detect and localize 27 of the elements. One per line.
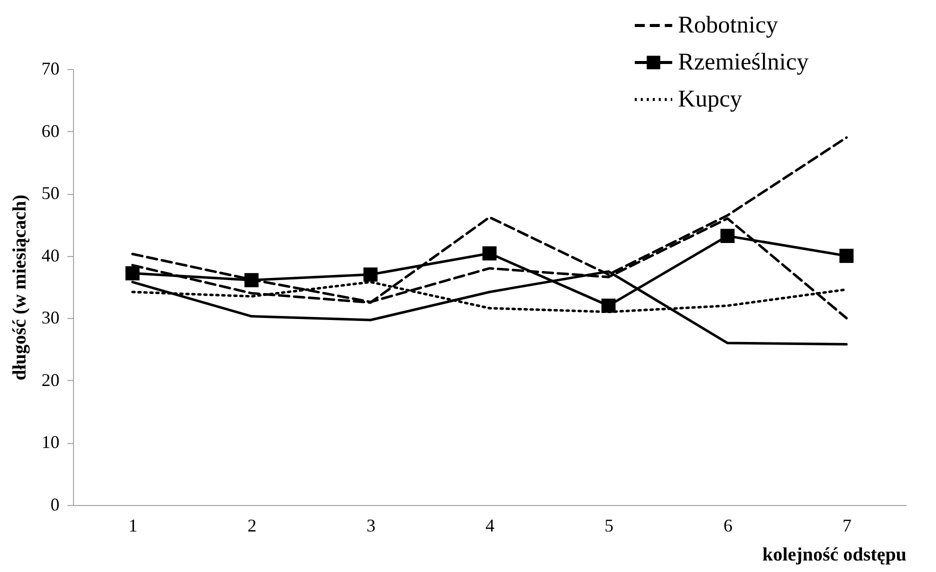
y-tick-label: 10 xyxy=(42,432,60,452)
y-axis-title: długość (w miesiącach) xyxy=(10,194,30,380)
y-tick-label: 40 xyxy=(42,245,60,266)
x-tick-label: 1 xyxy=(128,516,138,536)
x-tick-label: 3 xyxy=(366,516,376,536)
legend-label: Robotnicy xyxy=(678,12,778,38)
legend-label: Rzemieślnicy xyxy=(678,50,809,76)
legend-label: Kupcy xyxy=(678,86,742,112)
x-axis-title: kolejność odstępu xyxy=(762,544,907,566)
x-tick-label: 7 xyxy=(842,516,852,536)
x-tick-label: 5 xyxy=(604,516,614,536)
x-tick-label: 4 xyxy=(486,516,494,536)
y-tick-label: 50 xyxy=(42,183,60,204)
point xyxy=(720,228,735,243)
point xyxy=(482,246,497,260)
y-tick-label: 20 xyxy=(42,370,60,390)
point xyxy=(244,273,259,288)
x-tick-label: 2 xyxy=(248,516,256,536)
point xyxy=(363,267,378,282)
point xyxy=(125,266,140,280)
y-tick-label: 0 xyxy=(50,494,60,514)
point xyxy=(839,248,854,263)
point xyxy=(601,298,616,313)
y-tick-label: 30 xyxy=(42,308,60,328)
x-tick-label: 6 xyxy=(724,516,732,536)
y-tick-label: 60 xyxy=(42,120,60,141)
y-tick-label: 70 xyxy=(42,58,60,78)
